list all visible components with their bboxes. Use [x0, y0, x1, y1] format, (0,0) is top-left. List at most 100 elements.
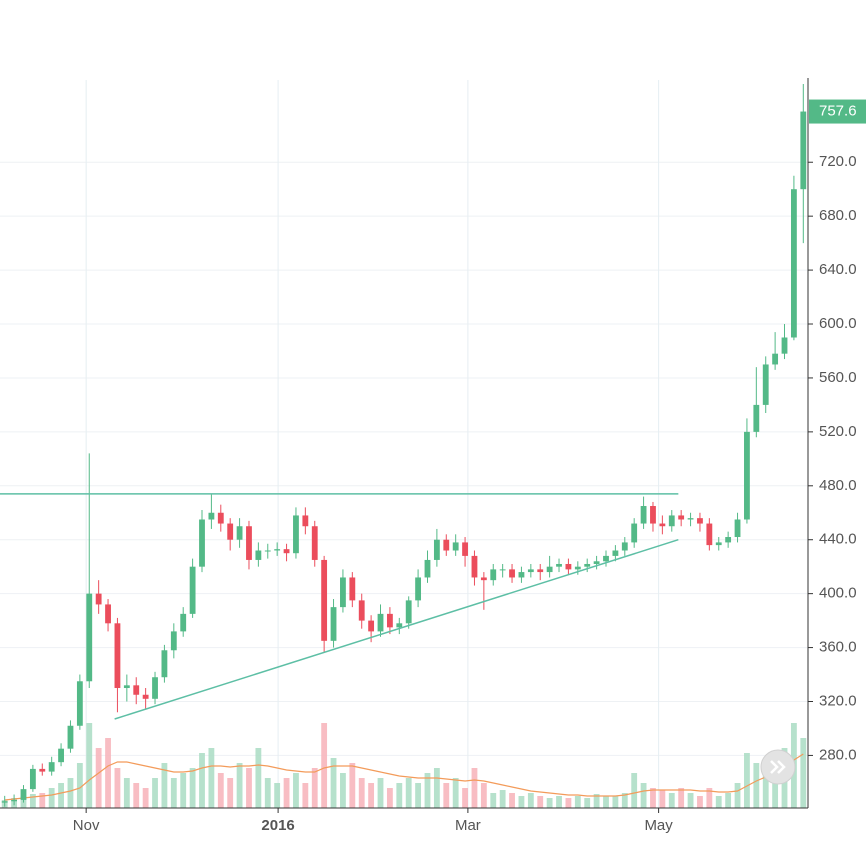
volume-bar — [208, 748, 215, 808]
candle-body — [509, 569, 515, 578]
volume-bar — [631, 773, 638, 808]
y-tick-label: 360.0 — [819, 639, 857, 656]
y-tick-label: 520.0 — [819, 423, 857, 440]
candle-body — [415, 577, 422, 601]
volume-bar — [95, 748, 102, 808]
candle-body — [603, 555, 609, 562]
volume-bar — [574, 796, 581, 808]
candle-body — [386, 613, 393, 628]
volume-bar — [180, 773, 187, 808]
last-price-label: 757.6 — [819, 103, 857, 120]
volume-bar — [152, 778, 158, 808]
volume-bar — [706, 788, 713, 808]
candle-body — [715, 542, 722, 546]
scroll-button[interactable] — [760, 749, 796, 785]
y-tick-label: 320.0 — [819, 692, 857, 709]
candle-body — [133, 685, 140, 695]
volume-bar — [105, 738, 111, 808]
candle-body — [499, 569, 506, 571]
volume-bar — [546, 798, 553, 808]
volume-bar — [58, 783, 64, 808]
candle-body — [142, 694, 149, 699]
volume-bar — [556, 796, 562, 808]
volume-bar — [302, 783, 309, 808]
candle-body — [584, 563, 591, 567]
volume-bar — [462, 788, 468, 808]
candle-body — [621, 542, 628, 551]
volume-bar — [386, 788, 393, 808]
candle-body — [518, 572, 525, 578]
candle-body — [1, 801, 8, 803]
volume-bar — [584, 798, 591, 808]
volume-bar — [142, 788, 149, 808]
volume-bar — [612, 796, 619, 808]
candle-body — [725, 537, 732, 543]
volume-bar — [227, 778, 234, 808]
volume-bar — [509, 793, 515, 808]
candle-body — [29, 768, 36, 790]
y-tick-label: 280.0 — [819, 746, 857, 763]
candle-body — [20, 789, 27, 800]
candle-body — [264, 550, 271, 552]
candle-body — [593, 561, 600, 564]
candle-body — [800, 111, 807, 190]
candle-body — [255, 550, 262, 560]
volume-bar — [433, 768, 440, 808]
candle-body — [659, 523, 666, 527]
candle-body — [105, 604, 111, 624]
volume-bar — [396, 783, 403, 808]
candle-body — [462, 542, 468, 556]
volume-bar — [114, 768, 121, 808]
candle-body — [396, 623, 403, 628]
candle-body — [443, 539, 450, 551]
volume-bar — [518, 796, 525, 808]
x-tick-label: May — [644, 817, 673, 834]
candle-body — [86, 593, 93, 682]
volume-bar — [217, 773, 224, 808]
x-tick-label: Nov — [73, 817, 100, 834]
candle-body — [170, 631, 177, 651]
volume-bar — [753, 763, 760, 808]
volume-bar — [490, 793, 497, 808]
candle-body — [753, 404, 760, 432]
candle-body — [631, 523, 638, 543]
volume-bar — [199, 753, 205, 808]
candle-body — [527, 569, 534, 573]
candle-body — [480, 577, 487, 581]
axis-labels: 280.0 320.0 360.0 400.0 440.0 480.0 520.0 560.0… — [73, 99, 866, 834]
candle-body — [744, 431, 750, 520]
volume-bar — [189, 768, 196, 808]
volume-bar — [499, 790, 506, 808]
candle-body — [405, 600, 412, 624]
volume-bar — [133, 783, 140, 808]
volume-bar — [67, 778, 74, 808]
candle-body — [612, 550, 619, 556]
candle-body — [433, 539, 440, 560]
candle-body — [734, 519, 741, 538]
candle-body — [236, 526, 243, 540]
volume-bar — [264, 778, 271, 808]
candle-body — [706, 523, 713, 546]
volume-bar — [762, 768, 769, 808]
candle-body — [161, 650, 168, 678]
candle-body — [424, 559, 431, 578]
candle-body — [217, 512, 224, 524]
volume-bar — [800, 738, 807, 808]
volume-bar — [725, 793, 732, 808]
volume-bar — [340, 773, 346, 808]
volume-bar — [715, 796, 722, 808]
candle-body — [678, 515, 685, 520]
y-tick-label: 400.0 — [819, 585, 857, 602]
candle-body — [246, 526, 252, 560]
volume-bar — [480, 783, 487, 808]
candle-body — [697, 518, 703, 524]
candle-body — [58, 748, 64, 763]
candle-body — [39, 768, 46, 772]
volume-bar — [358, 778, 365, 808]
volume-bar — [283, 778, 290, 808]
candle-body — [321, 559, 328, 641]
volume-bar — [452, 778, 459, 808]
candle-body — [302, 515, 309, 527]
volume-bar — [650, 788, 656, 808]
candle-body — [687, 518, 694, 520]
